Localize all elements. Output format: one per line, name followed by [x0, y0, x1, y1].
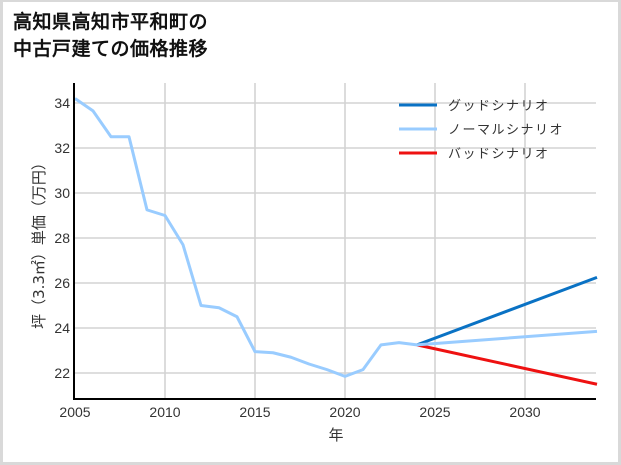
- series-line: [416, 275, 598, 347]
- y-tick-label: 34: [54, 95, 70, 111]
- x-tick-label: 2030: [509, 404, 540, 420]
- x-tick-label: 2015: [239, 404, 270, 420]
- legend-label: ノーマルシナリオ: [448, 123, 564, 138]
- x-tick-label: 2005: [59, 404, 90, 420]
- legend-label: バッドシナリオ: [448, 147, 550, 162]
- y-tick-label: 22: [54, 365, 70, 381]
- y-tick-label: 24: [54, 320, 70, 336]
- y-tick-label: 32: [54, 140, 70, 156]
- axes: [73, 83, 596, 400]
- series-line: [74, 97, 598, 378]
- y-axis-label: 坪（3.3㎡）単価（万円）: [30, 155, 48, 329]
- tick-labels: 2005 2010 2015 2020 2025 2030 22 24 26 28 30 32 34: [54, 95, 540, 420]
- y-tick-label: 26: [54, 275, 70, 291]
- x-tick-label: 2010: [149, 404, 180, 420]
- x-tick-label: 2025: [419, 404, 450, 420]
- y-tick-label: 28: [54, 230, 70, 246]
- y-tick-label: 30: [54, 185, 70, 201]
- series-line: [416, 343, 598, 386]
- chart-title: 高知県高知市平和町の 中古戸建ての価格推移: [13, 9, 208, 63]
- series-lines: [74, 97, 598, 386]
- x-axis-label: 年: [328, 426, 343, 444]
- chart-title-line1: 高知県高知市平和町の: [13, 11, 209, 33]
- legend-label: グッドシナリオ: [448, 99, 550, 114]
- x-tick-label: 2020: [329, 404, 360, 420]
- gridlines: [75, 83, 596, 399]
- chart-title-line2: 中古戸建ての価格推移: [13, 38, 209, 60]
